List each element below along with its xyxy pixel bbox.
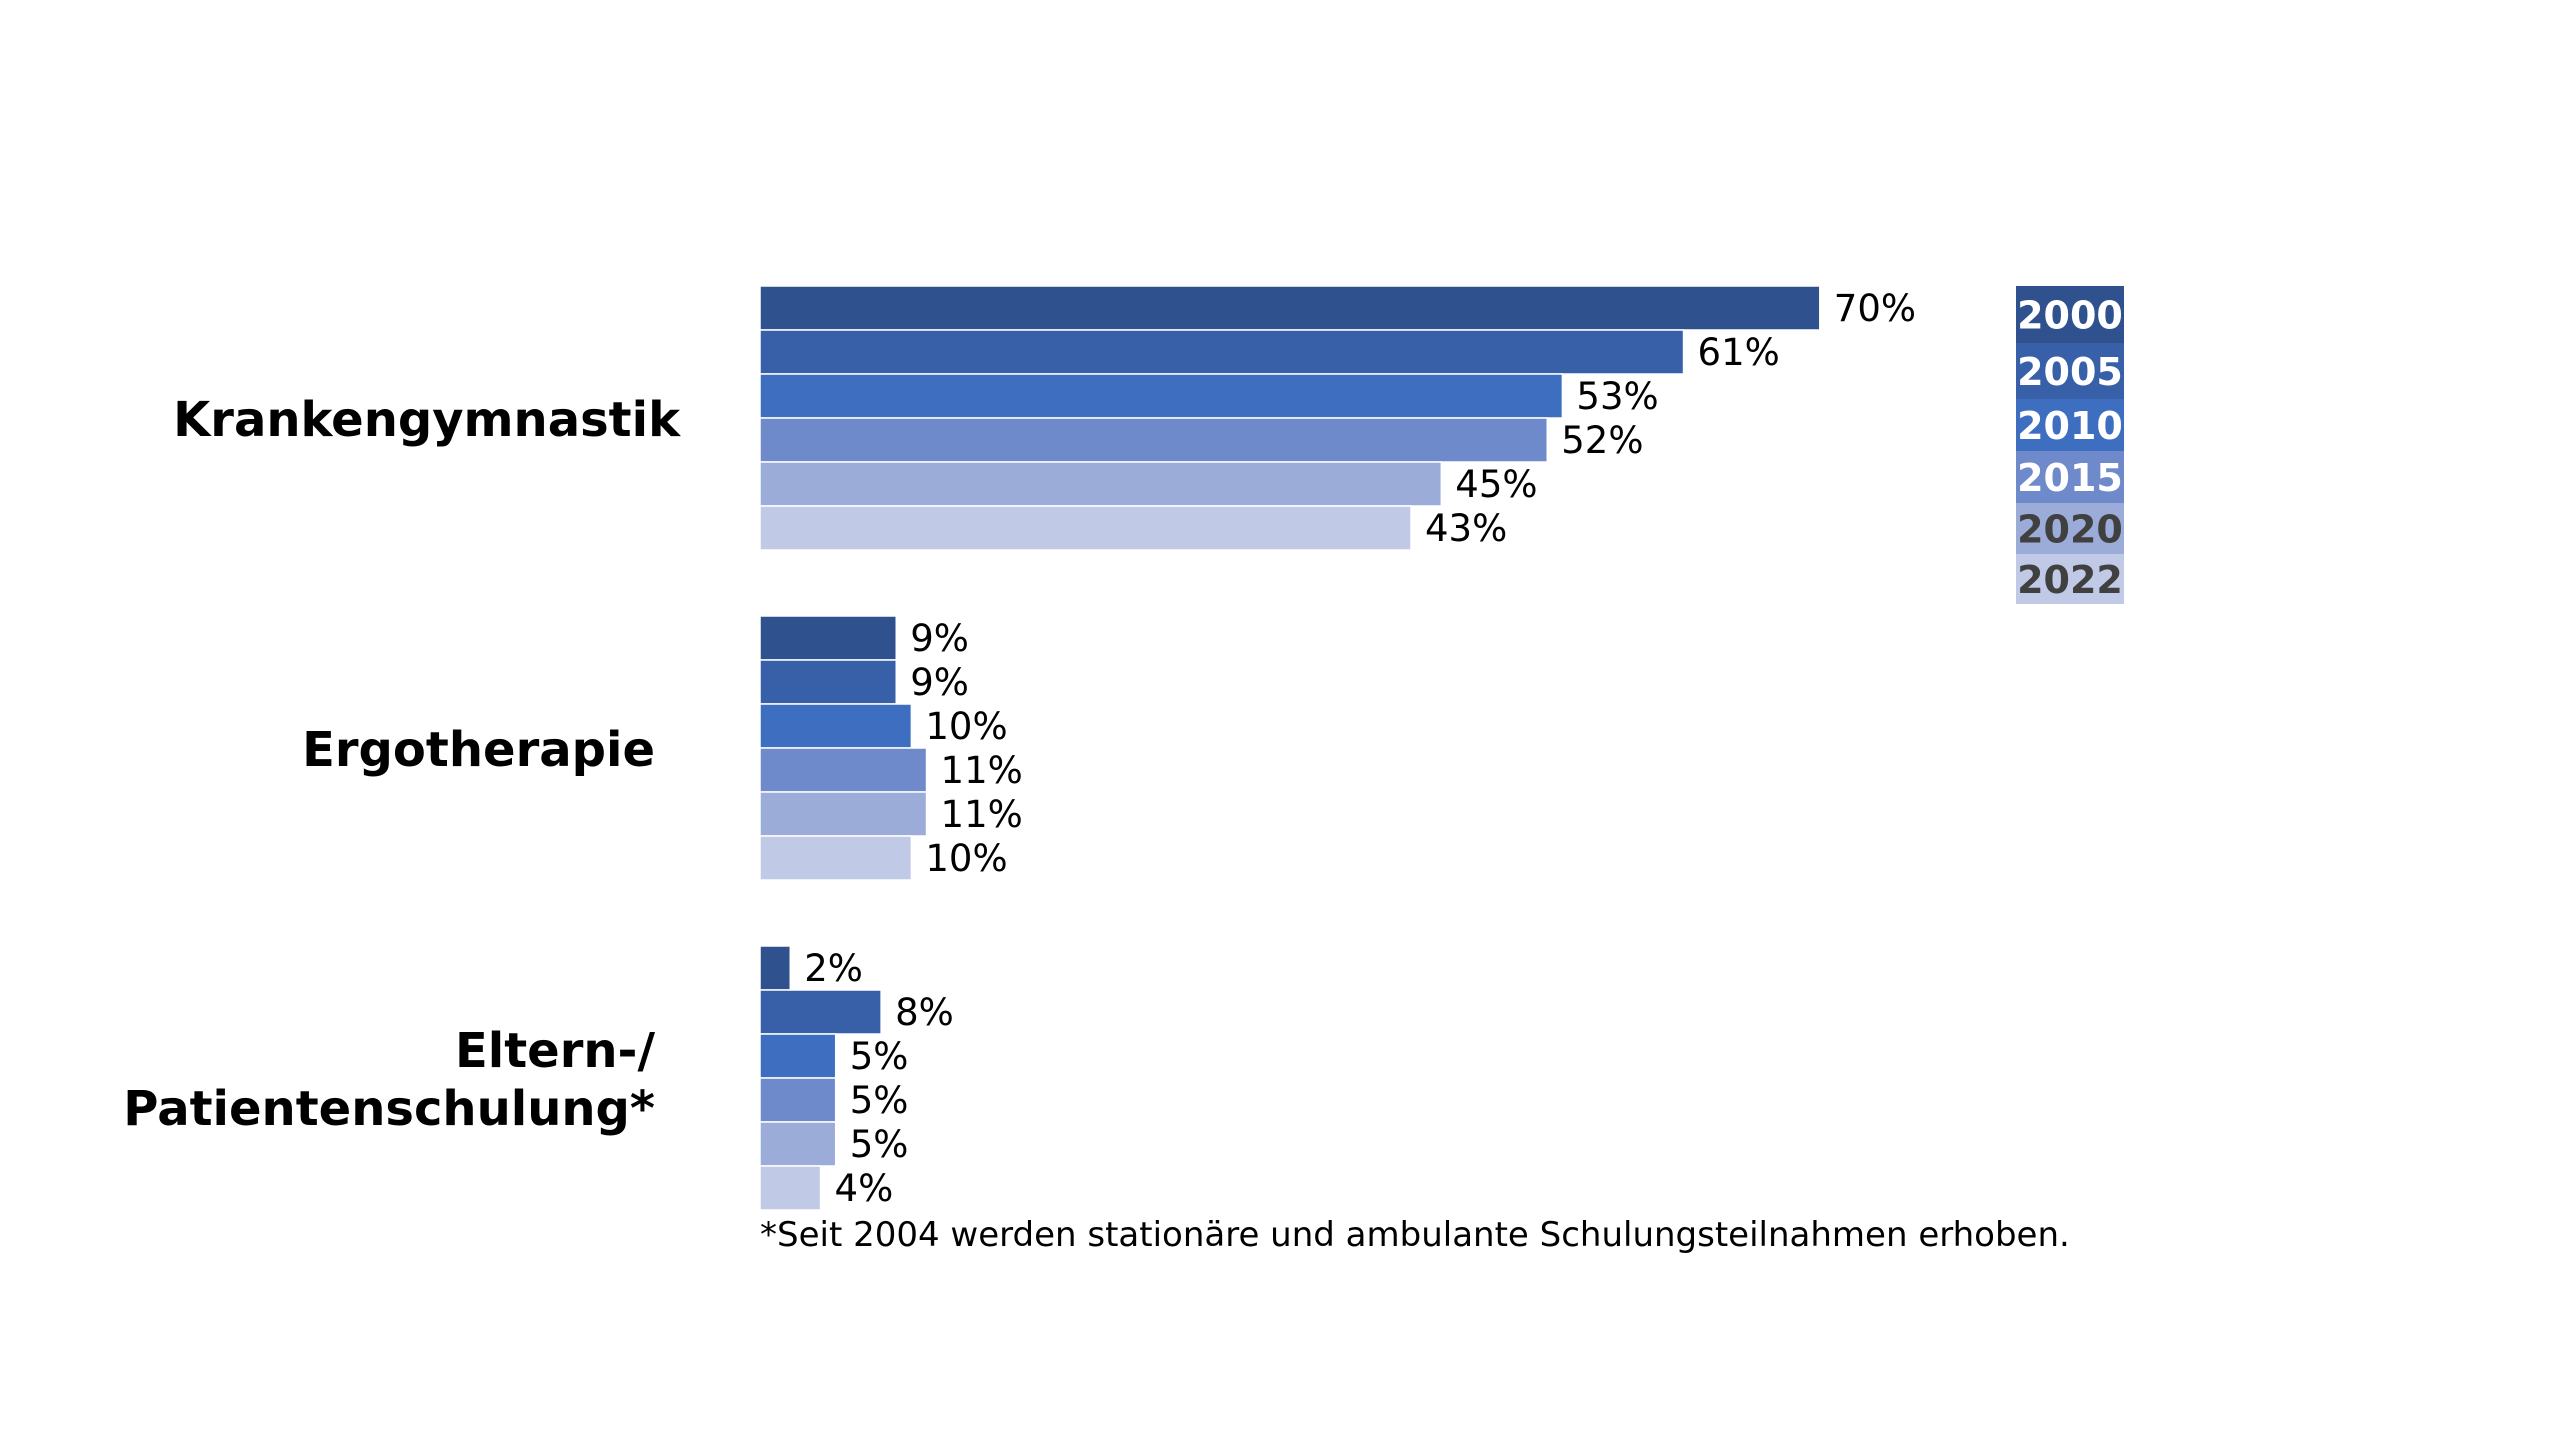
legend-label-2000: 2000	[2017, 294, 2123, 338]
bar-2-2010	[759, 1033, 837, 1079]
value-label-0-2000: 70%	[1834, 287, 1916, 330]
value-label-1-2020: 11%	[941, 793, 1023, 836]
category-label-1: Ergotherapie	[302, 722, 655, 778]
bar-2-2000	[759, 945, 792, 991]
bar-1-2015	[759, 747, 928, 793]
legend-label-2020: 2020	[2017, 508, 2123, 552]
value-label-2-2000: 2%	[804, 947, 863, 990]
category-label-0: Krankengymnastik	[173, 392, 681, 448]
value-label-2-2015: 5%	[850, 1079, 909, 1122]
category-label-2-line-0: Eltern-/	[455, 1023, 656, 1079]
legend-label-2005: 2005	[2017, 350, 2123, 394]
bar-2-2015	[759, 1077, 837, 1123]
bar-0-2022	[759, 505, 1412, 551]
bar-0-2015	[759, 417, 1549, 463]
bars-layer	[759, 285, 1821, 1211]
bar-1-2005	[759, 659, 898, 705]
value-label-0-2005: 61%	[1698, 331, 1780, 374]
bar-1-2010	[759, 703, 913, 749]
bar-0-2005	[759, 329, 1685, 375]
legend-swatch-2015	[2016, 451, 2124, 503]
value-label-2-2005: 8%	[895, 991, 954, 1034]
bar-1-2020	[759, 791, 928, 837]
value-label-1-2015: 11%	[941, 749, 1023, 792]
bar-2-2020	[759, 1121, 837, 1167]
bar-0-2020	[759, 461, 1443, 507]
legend-swatch-2022	[2016, 554, 2124, 604]
legend-swatch-2000	[2016, 286, 2124, 343]
legend-label-2010: 2010	[2017, 404, 2123, 448]
value-label-2-2010: 5%	[850, 1035, 909, 1078]
value-label-0-2022: 43%	[1425, 507, 1507, 550]
category-labels-layer: Krankengymnastik Ergotherapie Eltern-/Pati…	[123, 392, 681, 1137]
bar-1-2022	[759, 835, 913, 881]
value-label-2-2020: 5%	[850, 1123, 909, 1166]
legend: 2000 2005 2010 2015 2020 2022	[2016, 286, 2124, 604]
bar-2-2022	[759, 1165, 822, 1211]
value-label-0-2015: 52%	[1561, 419, 1643, 462]
value-labels-layer: 70%61%53%52%45%43%9%9%10%11%11%10%2%8%5%…	[804, 287, 1916, 1210]
category-label-2-line-1: Patientenschulung*	[123, 1081, 655, 1137]
value-label-0-2020: 45%	[1455, 463, 1537, 506]
legend-swatch-2005	[2016, 343, 2124, 399]
bar-2-2005	[759, 989, 882, 1035]
value-label-2-2022: 4%	[835, 1167, 894, 1210]
value-label-1-2022: 10%	[925, 837, 1007, 880]
legend-label-2015: 2015	[2017, 456, 2123, 500]
legend-swatch-2020	[2016, 503, 2124, 554]
bar-0-2000	[759, 285, 1821, 331]
value-label-1-2005: 9%	[910, 661, 969, 704]
bar-0-2010	[759, 373, 1564, 419]
footnote: *Seit 2004 werden stationäre und ambulan…	[760, 1215, 2070, 1255]
value-label-0-2010: 53%	[1576, 375, 1658, 418]
legend-label-2022: 2022	[2017, 558, 2123, 602]
legend-swatch-2010	[2016, 399, 2124, 451]
bar-1-2000	[759, 615, 898, 661]
value-label-1-2010: 10%	[925, 705, 1007, 748]
value-label-1-2000: 9%	[910, 617, 969, 660]
